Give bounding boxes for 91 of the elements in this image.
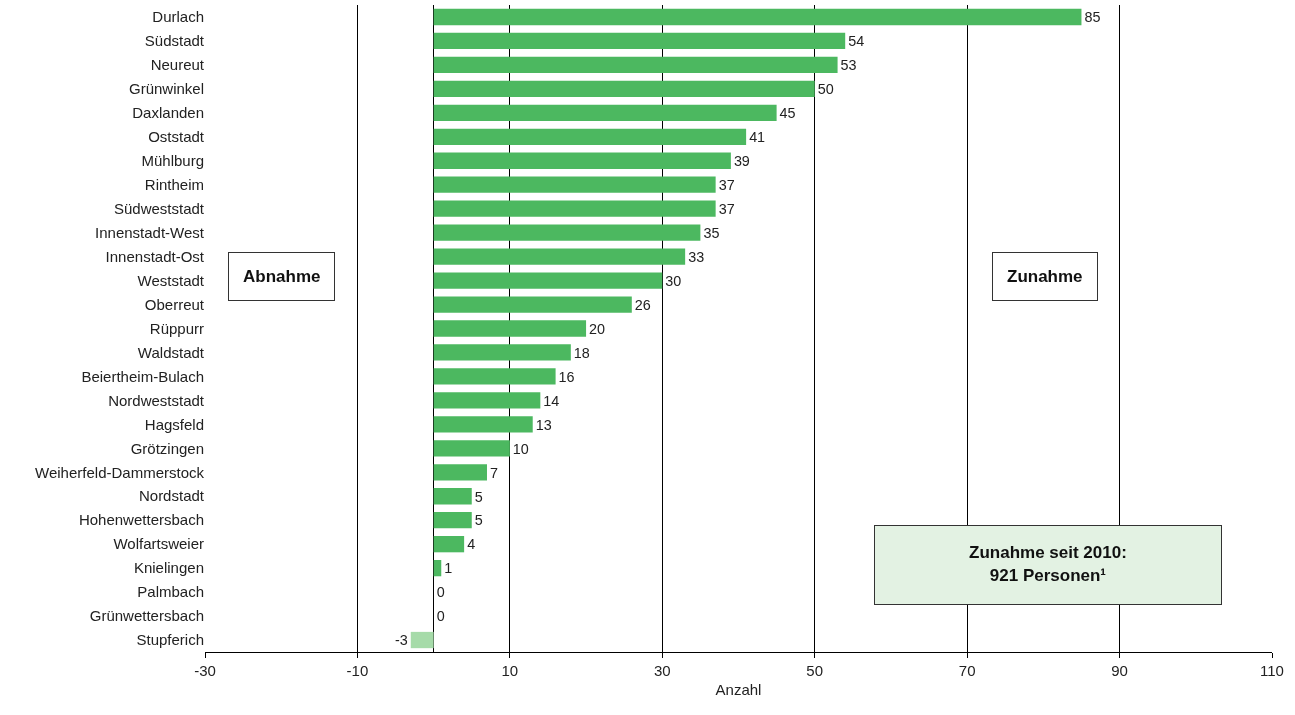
y-tick-label: Grötzingen bbox=[130, 439, 204, 457]
data-label: 18 bbox=[573, 344, 590, 361]
bar bbox=[433, 440, 510, 457]
bar bbox=[433, 344, 571, 361]
y-tick-label: Nordstadt bbox=[138, 487, 205, 505]
x-tick-label: 90 bbox=[1111, 662, 1128, 679]
y-tick-label: Stupferich bbox=[136, 631, 204, 649]
note-box: Zunahme seit 2010: 921 Personen¹ bbox=[873, 525, 1222, 606]
data-label: 1 bbox=[444, 560, 453, 577]
data-label: 0 bbox=[436, 584, 445, 601]
bar bbox=[433, 272, 663, 289]
data-label: 35 bbox=[703, 224, 720, 241]
y-tick-label: Waldstadt bbox=[137, 343, 205, 361]
y-tick-label: Hagsfeld bbox=[144, 415, 204, 433]
bar bbox=[433, 464, 487, 481]
bar bbox=[433, 392, 541, 409]
data-label: 7 bbox=[489, 464, 498, 481]
y-tick-label: Südweststadt bbox=[113, 199, 205, 217]
y-tick-label: Knielingen bbox=[133, 559, 204, 577]
data-label: 30 bbox=[665, 272, 682, 289]
bar bbox=[433, 224, 701, 241]
bar bbox=[433, 128, 747, 145]
y-tick-label: Rintheim bbox=[144, 175, 204, 193]
bar bbox=[433, 104, 777, 121]
data-label: 85 bbox=[1084, 9, 1101, 26]
x-tick-label: 10 bbox=[501, 662, 519, 679]
y-tick-label: Weiherfeld-Dammerstock bbox=[35, 463, 205, 481]
x-tick-label: 30 bbox=[653, 662, 671, 679]
x-tick-label: 110 bbox=[1260, 662, 1284, 679]
bar bbox=[433, 56, 838, 74]
bar bbox=[433, 320, 587, 337]
data-label: 39 bbox=[733, 153, 750, 170]
data-label: 53 bbox=[840, 57, 857, 74]
bar bbox=[433, 536, 465, 553]
annotation: Zunahme bbox=[1007, 267, 1083, 286]
data-label: 45 bbox=[779, 105, 796, 122]
bar bbox=[433, 176, 716, 193]
bar bbox=[410, 631, 434, 649]
data-label: 13 bbox=[535, 416, 552, 433]
y-tick-label: Neureut bbox=[150, 56, 205, 74]
y-tick-label: Grünwinkel bbox=[128, 80, 204, 98]
data-label: 14 bbox=[543, 392, 560, 409]
y-tick-label: Beiertheim-Bulach bbox=[81, 367, 204, 385]
y-tick-label: Rüppurr bbox=[149, 319, 204, 337]
data-label: 54 bbox=[848, 33, 865, 50]
x-tick-label: -10 bbox=[346, 662, 369, 679]
y-tick-label: Weststadt bbox=[137, 271, 205, 289]
y-tick-label: Nordweststadt bbox=[108, 391, 205, 409]
bar bbox=[433, 80, 815, 98]
y-tick-label: Innenstadt-West bbox=[95, 223, 205, 241]
y-tick-label: Daxlanden bbox=[132, 104, 204, 122]
y-tick-label: Palmbach bbox=[137, 583, 204, 601]
y-tick-label: Innenstadt-Ost bbox=[105, 247, 205, 265]
x-tick-label: 50 bbox=[806, 662, 824, 679]
data-label: 10 bbox=[512, 440, 529, 457]
data-label: 0 bbox=[436, 608, 445, 625]
data-label: 20 bbox=[589, 320, 606, 337]
data-label: 33 bbox=[688, 248, 705, 265]
y-tick-label: Südstadt bbox=[144, 32, 205, 50]
data-label: -3 bbox=[394, 632, 408, 649]
bar bbox=[433, 8, 1082, 26]
annotation: Abnahme bbox=[243, 267, 321, 286]
x-tick-label: 70 bbox=[958, 662, 976, 679]
data-label: 4 bbox=[467, 536, 476, 553]
x-tick-label: -30 bbox=[194, 662, 216, 679]
data-label: 16 bbox=[558, 368, 575, 385]
bar bbox=[433, 248, 686, 265]
data-label: 37 bbox=[718, 200, 735, 217]
data-label: 26 bbox=[634, 296, 651, 313]
bar bbox=[433, 559, 442, 577]
bar bbox=[433, 200, 716, 217]
bar bbox=[433, 368, 556, 385]
y-tick-label: Oberreut bbox=[144, 295, 205, 313]
bar bbox=[433, 416, 533, 433]
y-tick-label: Oststadt bbox=[148, 128, 205, 146]
y-tick-label: Wolfartsweier bbox=[113, 535, 204, 553]
y-tick-label: Mühlburg bbox=[141, 152, 204, 170]
y-tick-label: Hohenwettersbach bbox=[78, 511, 204, 529]
y-tick-label: Durlach bbox=[152, 8, 204, 26]
x-axis-title: Anzahl bbox=[715, 681, 762, 698]
data-label: 5 bbox=[474, 512, 483, 529]
bar bbox=[433, 32, 846, 50]
bar bbox=[433, 488, 472, 505]
bar bbox=[433, 152, 731, 169]
bar bbox=[433, 512, 472, 529]
y-tick-label: Grünwettersbach bbox=[89, 607, 204, 625]
data-label: 37 bbox=[718, 176, 735, 193]
data-label: 50 bbox=[817, 81, 834, 98]
bar bbox=[433, 296, 632, 313]
data-label: 5 bbox=[474, 488, 483, 505]
data-label: 41 bbox=[749, 129, 766, 146]
